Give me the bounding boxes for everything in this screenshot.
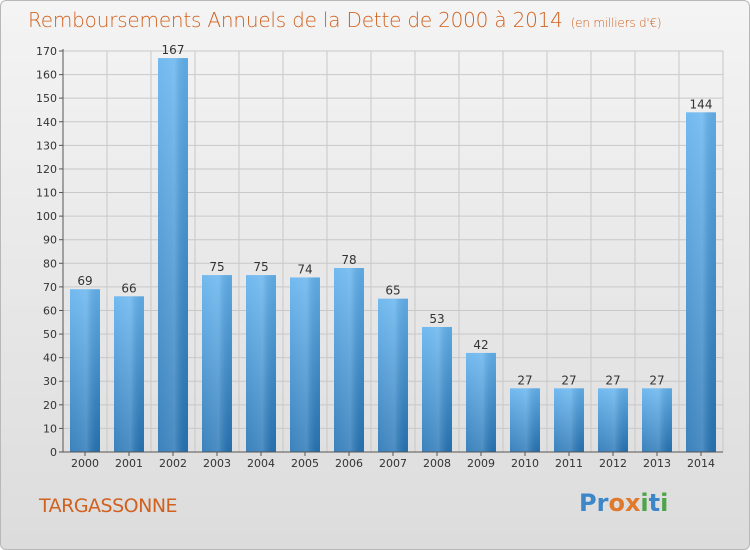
bar-value-label: 144 xyxy=(690,97,713,111)
logo-part: o xyxy=(608,489,625,517)
bar-shine xyxy=(510,388,540,452)
y-tick-label: 50 xyxy=(43,328,57,341)
x-tick-label: 2007 xyxy=(379,457,407,470)
axes: 0 10 20 30 40 50 60 70 80 90 100 110 120 130 140 150 160… xyxy=(36,45,723,470)
y-tick-label: 30 xyxy=(43,375,57,388)
y-tick-label: 120 xyxy=(36,163,57,176)
bar-value-label: 167 xyxy=(162,43,185,57)
bar-value-label: 27 xyxy=(649,373,664,387)
logo-part: x xyxy=(624,489,641,517)
x-tick-label: 2005 xyxy=(291,457,319,470)
bar-value-label: 27 xyxy=(605,373,620,387)
x-tick-label: 2000 xyxy=(71,457,99,470)
y-tick-label: 160 xyxy=(36,69,57,82)
chart-title-text: Remboursements Annuels de la Dette de 20… xyxy=(28,8,563,32)
bars: 69 66 167 75 75 74 78 65 53 42 27 27 27 27 144 xyxy=(70,43,716,453)
bar-value-label: 74 xyxy=(297,262,312,276)
x-tick-label: 2009 xyxy=(467,457,495,470)
bar-shine xyxy=(466,352,496,452)
logo-part: i xyxy=(640,489,649,517)
x-tick-label: 2008 xyxy=(423,457,451,470)
bar-shine xyxy=(158,58,188,452)
y-tick-label: 90 xyxy=(43,234,57,247)
bar-value-label: 53 xyxy=(429,312,444,326)
y-tick-label: 20 xyxy=(43,399,57,412)
bar-value-label: 75 xyxy=(253,260,268,274)
bar-shine xyxy=(114,296,144,452)
bar-shine xyxy=(334,268,364,452)
bar-value-label: 27 xyxy=(517,373,532,387)
y-tick-label: 170 xyxy=(36,45,57,58)
y-tick-label: 130 xyxy=(36,139,57,152)
bar-shine xyxy=(554,388,584,452)
x-tick-label: 2011 xyxy=(555,457,583,470)
logo-part: i xyxy=(660,489,669,517)
x-tick-label: 2013 xyxy=(643,457,671,470)
bar-value-label: 65 xyxy=(385,284,400,298)
bar-shine xyxy=(422,326,452,452)
bar-value-label: 27 xyxy=(561,373,576,387)
y-tick-label: 100 xyxy=(36,210,57,223)
bar-shine xyxy=(598,388,628,452)
bar-shine xyxy=(378,298,408,452)
bar-shine xyxy=(642,388,672,452)
y-tick-label: 0 xyxy=(50,446,57,459)
bar-value-label: 75 xyxy=(209,260,224,274)
logo-part: Pr xyxy=(579,489,609,517)
y-tick-label: 110 xyxy=(36,187,57,200)
bar-value-label: 42 xyxy=(473,338,488,352)
y-tick-label: 150 xyxy=(36,92,57,105)
y-tick-label: 60 xyxy=(43,304,57,317)
bar-value-label: 78 xyxy=(341,253,356,267)
bar-shine xyxy=(202,275,232,452)
x-tick-label: 2004 xyxy=(247,457,275,470)
chart-title: Remboursements Annuels de la Dette de 20… xyxy=(28,8,662,32)
bar-value-label: 66 xyxy=(121,281,136,295)
bar-value-label: 69 xyxy=(77,274,92,288)
logo-part: t xyxy=(648,489,661,517)
town-name: TARGASSONNE xyxy=(39,495,178,517)
x-tick-label: 2012 xyxy=(599,457,627,470)
proxiti-logo: Proxiti xyxy=(579,489,668,517)
y-tick-label: 70 xyxy=(43,281,57,294)
y-tick-label: 40 xyxy=(43,352,57,365)
x-tick-label: 2010 xyxy=(511,457,539,470)
bar-shine xyxy=(686,112,716,453)
x-tick-label: 2001 xyxy=(115,457,143,470)
y-tick-label: 80 xyxy=(43,257,57,270)
bar-shine xyxy=(70,289,100,452)
y-tick-label: 140 xyxy=(36,116,57,129)
unit-note: (en milliers d'€) xyxy=(570,16,662,30)
x-tick-label: 2002 xyxy=(159,457,187,470)
x-tick-label: 2006 xyxy=(335,457,363,470)
x-tick-label: 2003 xyxy=(203,457,231,470)
y-tick-label: 10 xyxy=(43,422,57,435)
bar-shine xyxy=(246,275,276,452)
x-tick-label: 2014 xyxy=(687,457,715,470)
bar-shine xyxy=(290,277,320,452)
